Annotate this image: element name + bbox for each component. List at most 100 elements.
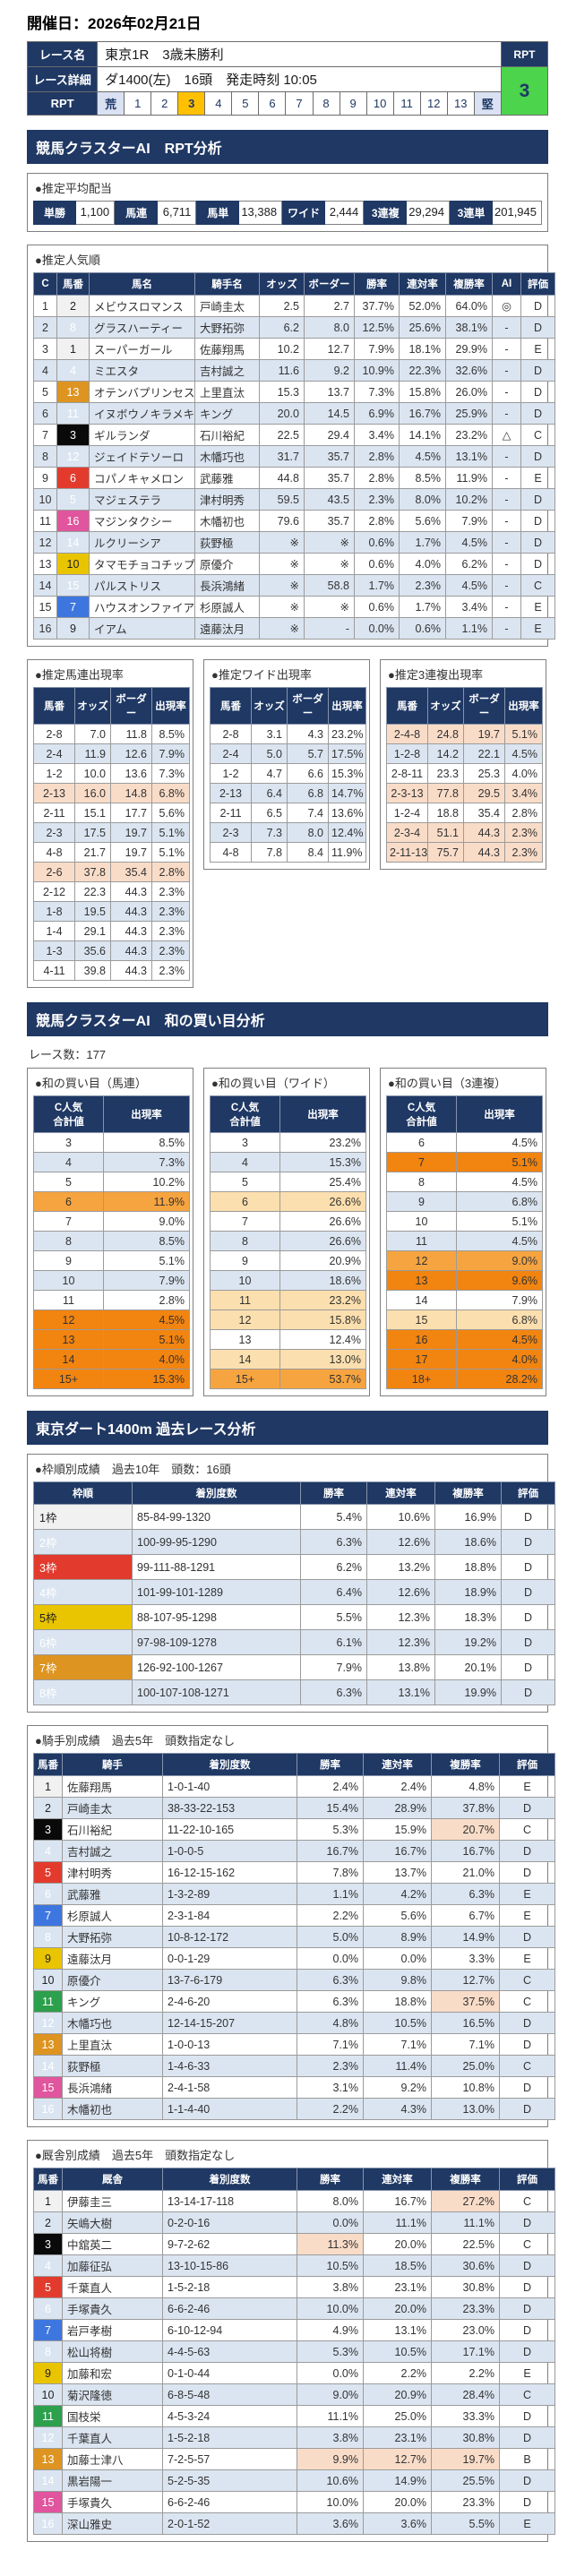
- cell-horse-number: 15: [33, 2491, 63, 2513]
- table-row: 2-8 3.1 4.3 23.2%: [210, 724, 366, 744]
- stable-results-box: ●厩舎別成績 過去5年 頭数指定なし 馬番 厩舎 着別度数 勝率 連対率 複勝率 評価 1 伊藤…: [27, 2140, 555, 2542]
- header-cell: オッズ: [427, 687, 464, 725]
- cell-show-rate: 28.4%: [431, 2383, 500, 2406]
- cell-evaluation: E: [520, 338, 555, 360]
- payout-value: 6,711: [158, 201, 197, 225]
- cell-horse-number: 8: [56, 316, 90, 339]
- wa-umaren-title: ●和の買い目（馬連）: [35, 1077, 147, 1090]
- header-cell: ボーダー: [287, 687, 329, 725]
- cell-jockey-name: 戸崎圭太: [194, 295, 260, 317]
- cell-border: 35.4: [110, 862, 152, 882]
- cell-popularity-sum: 9: [386, 1191, 457, 1212]
- cell-combination: 4-8: [210, 842, 252, 863]
- cell-horse-name: スーパーガール: [89, 338, 195, 360]
- table-row: 4 7.3%: [33, 1152, 190, 1172]
- cell-occurrence-rate: 5.1%: [103, 1329, 190, 1350]
- cell-border: 13.7: [304, 381, 355, 403]
- cell-odds: 19.5: [74, 901, 111, 922]
- cell-odds: 39.8: [74, 960, 111, 981]
- cell-win-rate: 10.9%: [354, 359, 400, 382]
- cell-win-rate: 11.1%: [297, 2405, 364, 2427]
- cell-border: 22.1: [463, 743, 505, 764]
- table-row: 13 9.6%: [386, 1270, 543, 1291]
- cell-combination: 1-2-8: [386, 743, 428, 764]
- cell-quinella-rate: 10.5%: [363, 2012, 432, 2034]
- cell-evaluation: D: [501, 1504, 555, 1530]
- cell-evaluation: D: [520, 445, 555, 468]
- table-row: 10 7.9%: [33, 1270, 190, 1291]
- cell-win-rate: 9.9%: [297, 2448, 364, 2470]
- cell-border: 14.5: [304, 402, 355, 425]
- cell-record: 126-92-100-1267: [132, 1654, 301, 1680]
- cell-border: 12.7: [304, 338, 355, 360]
- rpt-scale-cell: 10: [365, 91, 394, 116]
- table-row: 2-11 15.1 17.7 5.6%: [33, 803, 190, 823]
- cell-border: 25.3: [463, 763, 505, 784]
- cell-show-rate: 21.0%: [431, 1861, 500, 1884]
- table-row: 2-3-13 77.8 29.5 3.4%: [386, 783, 543, 803]
- cell-popularity-sum: 5: [210, 1172, 280, 1192]
- rpt-scale-cell: 8: [312, 91, 340, 116]
- table-row: 1-8 19.5 44.3 2.3%: [33, 901, 190, 922]
- header-row: 馬番 騎手 着別度数 勝率 連対率 複勝率 評価: [33, 1753, 555, 1776]
- cell-record: 99-111-88-1291: [132, 1554, 301, 1580]
- cell-odds: 14.2: [427, 743, 464, 764]
- cell-occurrence-rate: 23.2%: [279, 1290, 366, 1310]
- cell-show-rate: 25.0%: [431, 2055, 500, 2077]
- cell-name: 伊藤圭三: [62, 2190, 163, 2212]
- table-row: 8 12 ジェイドテソーロ 木幡巧也 31.7 35.7 2.8% 4.5% 13.1% - D: [33, 445, 555, 468]
- cell-show-rate: 11.1%: [431, 2211, 500, 2234]
- cell-combination: 2-13: [210, 783, 252, 803]
- cell-record: 2-4-6-20: [162, 1990, 297, 2013]
- cell-win-rate: 7.9%: [300, 1654, 367, 1680]
- cell-win-rate: 0.6%: [354, 553, 400, 575]
- cell-odds: 7.3: [251, 822, 288, 843]
- wa-wide-table-mount: C人気 合計値 出現率 3 23.2% 4 15.3% 5 25.4% 6 26.6% 7 26.6%…: [210, 1095, 366, 1389]
- cell-name: 原優介: [62, 1969, 163, 1991]
- cell-name: 木幡初也: [62, 2098, 163, 2120]
- table-row: 6 26.6%: [210, 1191, 366, 1212]
- cell-show-rate: 3.4%: [445, 596, 493, 618]
- cell-combination: 2-3-4: [386, 822, 428, 843]
- jockey-results-table: 馬番 騎手 着別度数 勝率 連対率 複勝率 評価 1 佐藤翔馬 1-0-1-40 2.4% 2.4% 4…: [33, 1753, 555, 2120]
- cell-evaluation: C: [499, 2190, 555, 2212]
- header-row: C人気 合計値 出現率: [210, 1095, 366, 1133]
- cell-border: 5.7: [287, 743, 329, 764]
- cell-win-rate: 9.0%: [297, 2383, 364, 2406]
- cell-combination: 2-3: [210, 822, 252, 843]
- table-row: 8 8.5%: [33, 1231, 190, 1251]
- cell-rank: 6: [33, 402, 57, 425]
- table-row: 9 6.8%: [386, 1191, 543, 1212]
- cell-odds: 21.7: [74, 842, 111, 863]
- cell-record: 1-0-1-40: [162, 1775, 297, 1798]
- cell-occurrence-rate: 4.5%: [456, 1329, 543, 1350]
- table-row: 8枠 100-107-108-1271 6.3% 13.1% 19.9% D: [33, 1679, 555, 1705]
- cell-evaluation: D: [501, 1529, 555, 1555]
- table-row: 7 9.0%: [33, 1211, 190, 1232]
- cell-record: 10-8-12-172: [162, 1926, 297, 1948]
- cell-occurrence-rate: 9.0%: [103, 1211, 190, 1232]
- cell-odds: 22.3: [74, 881, 111, 902]
- cell-occurrence-rate: 5.1%: [504, 724, 543, 744]
- cell-evaluation: E: [520, 596, 555, 618]
- table-row: 11 16 マジンタクシー 木幡初也 79.6 35.7 2.8% 5.6% 7.9% - D: [33, 510, 555, 532]
- cell-show-rate: 18.6%: [434, 1529, 502, 1555]
- cell-win-rate: 2.4%: [297, 1775, 364, 1798]
- header-cell: 勝率: [297, 1753, 364, 1776]
- jockey-results-box: ●騎手別成績 過去5年 頭数指定なし 馬番 騎手 着別度数 勝率 連対率 複勝率 評価 1 佐藤…: [27, 1725, 555, 2127]
- cell-combination: 1-2: [210, 763, 252, 784]
- cell-occurrence-rate: 10.2%: [103, 1172, 190, 1192]
- cell-win-rate: 4.9%: [297, 2319, 364, 2341]
- cell-horse-name: オテンバプリンセス: [89, 381, 195, 403]
- cell-popularity-sum: 14: [386, 1290, 457, 1310]
- cell-combination: 1-2: [33, 763, 75, 784]
- cell-name: 吉村誠之: [62, 1840, 163, 1862]
- header-cell: ボーダー: [110, 687, 152, 725]
- cell-evaluation: D: [499, 2012, 555, 2034]
- cell-record: 1-5-2-18: [162, 2276, 297, 2298]
- cell-occurrence-rate: 28.2%: [456, 1369, 543, 1389]
- cell-odds: ※: [259, 617, 305, 640]
- cell-evaluation: D: [501, 1654, 555, 1680]
- cell-combination: 2-8: [33, 724, 75, 744]
- cell-occurrence-rate: 7.3%: [151, 763, 190, 784]
